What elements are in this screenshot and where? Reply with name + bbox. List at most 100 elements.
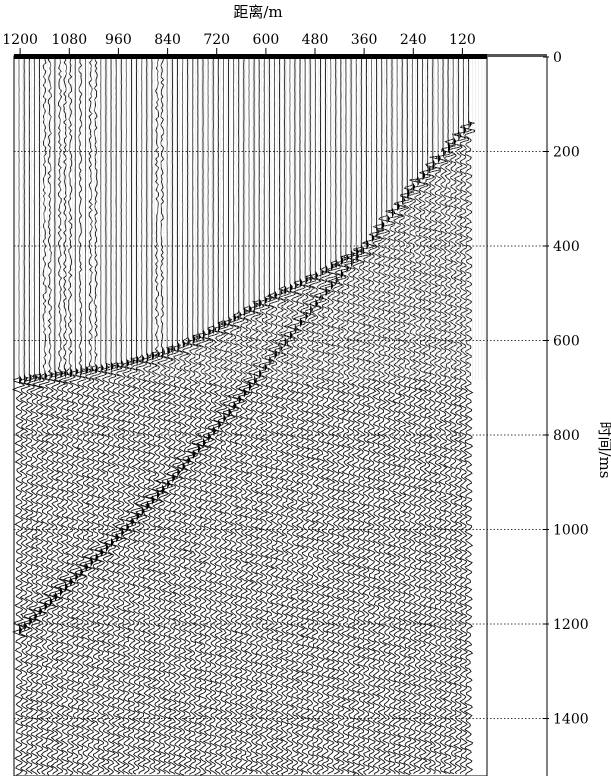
wiggle-trace xyxy=(263,56,276,775)
wiggle-trace xyxy=(267,56,280,775)
wiggle-peak xyxy=(254,301,258,311)
wiggle-trace xyxy=(414,56,431,775)
wiggle-trace xyxy=(425,56,442,775)
wiggle-trace xyxy=(364,56,382,775)
wiggle-peak xyxy=(203,329,206,340)
wiggle-peak xyxy=(432,159,436,170)
wiggle-peak xyxy=(412,181,416,192)
wiggle-trace xyxy=(211,56,227,775)
wiggle-peak xyxy=(121,527,125,538)
wiggle-peak xyxy=(243,387,247,398)
wiggle-peak xyxy=(325,286,329,297)
wiggle-peak xyxy=(116,532,120,543)
x-tick-label: 960 xyxy=(105,32,132,48)
wiggle-trace xyxy=(273,56,287,776)
wiggle-peak xyxy=(116,360,120,371)
wiggle-trace xyxy=(303,56,317,775)
wiggle-peak xyxy=(70,367,74,378)
x-tick-label: 840 xyxy=(154,32,181,48)
wiggle-peak xyxy=(126,358,130,369)
wiggle-peak xyxy=(54,591,58,602)
wiggle-trace xyxy=(215,56,231,775)
y-tick-label: 1000 xyxy=(553,523,589,539)
x-tick-label: 1200 xyxy=(2,32,38,48)
wiggle-trace xyxy=(38,56,51,775)
wiggle-trace xyxy=(251,56,266,775)
wiggle-trace xyxy=(293,56,307,776)
plot-frame xyxy=(13,55,488,776)
wiggle-trace xyxy=(353,56,371,776)
wiggle-peak xyxy=(443,147,446,158)
wiggle-trace xyxy=(62,56,77,776)
wiggle-peak xyxy=(294,280,298,291)
wiggle-peak xyxy=(131,356,135,367)
grid-lines xyxy=(14,151,547,719)
wiggle-peak xyxy=(100,362,104,373)
wiggle-trace xyxy=(48,56,62,775)
wiggle-trace xyxy=(74,56,87,776)
wiggle-trace xyxy=(207,56,221,775)
wiggle-peak xyxy=(131,516,135,527)
x-tick-label: 360 xyxy=(351,32,378,48)
wiggle-trace xyxy=(186,56,201,775)
wiggle-trace xyxy=(459,56,476,776)
wiggle-trace xyxy=(89,56,103,775)
wiggle-peak xyxy=(54,369,58,380)
wiggle-peak xyxy=(223,318,227,329)
x-tick-label: 720 xyxy=(203,32,230,48)
wiggle-trace xyxy=(236,56,251,775)
wiggle-peak xyxy=(19,374,23,385)
wiggle-peak xyxy=(437,153,441,164)
wiggle-trace xyxy=(57,56,73,775)
wiggle-peak xyxy=(70,576,74,587)
wiggle-peak xyxy=(151,350,155,361)
wiggle-peak xyxy=(325,264,329,275)
wiggle-trace xyxy=(308,56,323,775)
wiggle-peak xyxy=(315,298,319,309)
wiggle-peak xyxy=(233,400,237,411)
wiggle-peak xyxy=(381,220,385,231)
wiggle-peak xyxy=(228,407,232,417)
wiggle-peak xyxy=(238,394,242,405)
wiggle-peak xyxy=(182,339,186,349)
wiggle-peak xyxy=(29,373,33,384)
wiggle-trace xyxy=(436,56,453,775)
wiggle-peak xyxy=(213,425,217,436)
wiggle-peak xyxy=(340,255,344,266)
wiggle-peak xyxy=(182,461,186,472)
wiggle-trace xyxy=(103,56,119,776)
wiggle-peak xyxy=(248,381,252,392)
wiggle-peak xyxy=(330,261,334,272)
wiggle-trace xyxy=(346,56,366,776)
wiggle-peak xyxy=(19,624,23,635)
wiggle-peak xyxy=(49,596,53,607)
wiggle-trace xyxy=(195,56,211,776)
wiggle-peak xyxy=(39,606,43,617)
wiggle-trace xyxy=(444,57,462,775)
wiggle-trace xyxy=(52,56,67,776)
wiggle-peak xyxy=(243,306,247,317)
wiggle-trace xyxy=(334,56,352,775)
wiggle-trace xyxy=(110,56,124,775)
x-tick-label: 480 xyxy=(302,32,329,48)
top-bar-right xyxy=(487,54,547,57)
wiggle-peak xyxy=(274,290,278,300)
wiggle-peak xyxy=(305,275,309,286)
wiggle-traces xyxy=(11,56,486,776)
wiggle-peak xyxy=(386,213,390,224)
wiggle-trace xyxy=(313,56,327,775)
wiggle-peak xyxy=(248,304,252,314)
wiggle-trace xyxy=(149,56,165,775)
wiggle-peak xyxy=(151,495,155,505)
wiggle-trace xyxy=(169,57,184,776)
wiggle-trace xyxy=(337,56,355,775)
wiggle-peak xyxy=(44,601,48,612)
wiggle-peak xyxy=(356,251,360,262)
wiggle-peak xyxy=(85,562,89,573)
wiggle-peak xyxy=(330,280,334,291)
wiggle-trace xyxy=(221,56,236,775)
y-tick-label: 800 xyxy=(553,428,580,444)
wiggle-peak xyxy=(448,142,452,153)
wiggle-trace xyxy=(68,56,82,775)
wiggle-peak xyxy=(453,136,457,147)
